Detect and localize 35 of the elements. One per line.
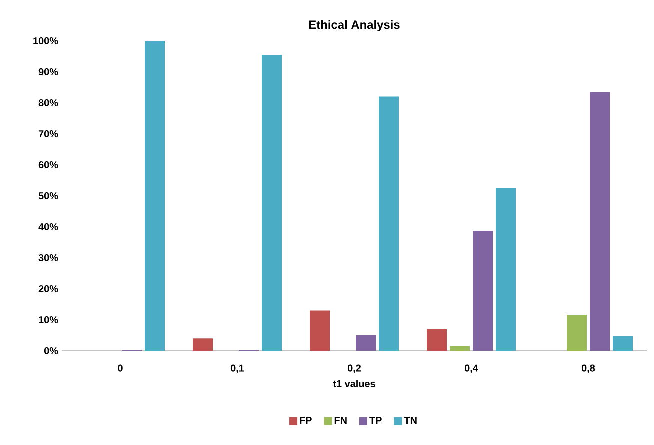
bar xyxy=(145,40,165,351)
y-tick-label: 70% xyxy=(38,130,58,138)
legend-label: TN xyxy=(404,417,417,424)
bar xyxy=(193,338,213,351)
legend-label: FN xyxy=(334,417,347,424)
bar xyxy=(379,96,399,351)
y-tick-label: 0% xyxy=(44,347,58,355)
chart-title: Ethical Analysis xyxy=(309,20,400,32)
legend-label: FP xyxy=(300,417,312,424)
y-tick-label: 60% xyxy=(38,161,58,169)
bar xyxy=(450,346,470,351)
x-tick-label: 0,8 xyxy=(582,364,596,374)
bar xyxy=(310,310,330,351)
bar xyxy=(356,336,376,351)
x-axis-title: t1 values xyxy=(333,380,376,388)
x-tick-label: 0,2 xyxy=(348,364,362,374)
bar xyxy=(590,92,610,351)
bar xyxy=(613,336,634,351)
bar xyxy=(427,329,447,351)
bar xyxy=(496,188,516,351)
y-tick-label: 50% xyxy=(38,192,58,200)
y-tick-label: 20% xyxy=(38,285,58,293)
x-tick-label: 0,4 xyxy=(464,364,478,374)
bar xyxy=(567,315,588,351)
y-tick-label: 40% xyxy=(38,223,58,231)
bar xyxy=(473,231,494,351)
y-tick-label: 100% xyxy=(34,37,58,45)
x-tick-label: 0,1 xyxy=(230,364,244,374)
y-tick-label: 30% xyxy=(38,254,58,262)
legend-label: TP xyxy=(370,417,382,424)
y-tick-label: 80% xyxy=(38,99,58,107)
bar xyxy=(262,54,282,351)
y-tick-label: 90% xyxy=(38,68,58,76)
x-tick-label: 0 xyxy=(118,364,123,372)
y-tick-label: 10% xyxy=(39,316,58,324)
